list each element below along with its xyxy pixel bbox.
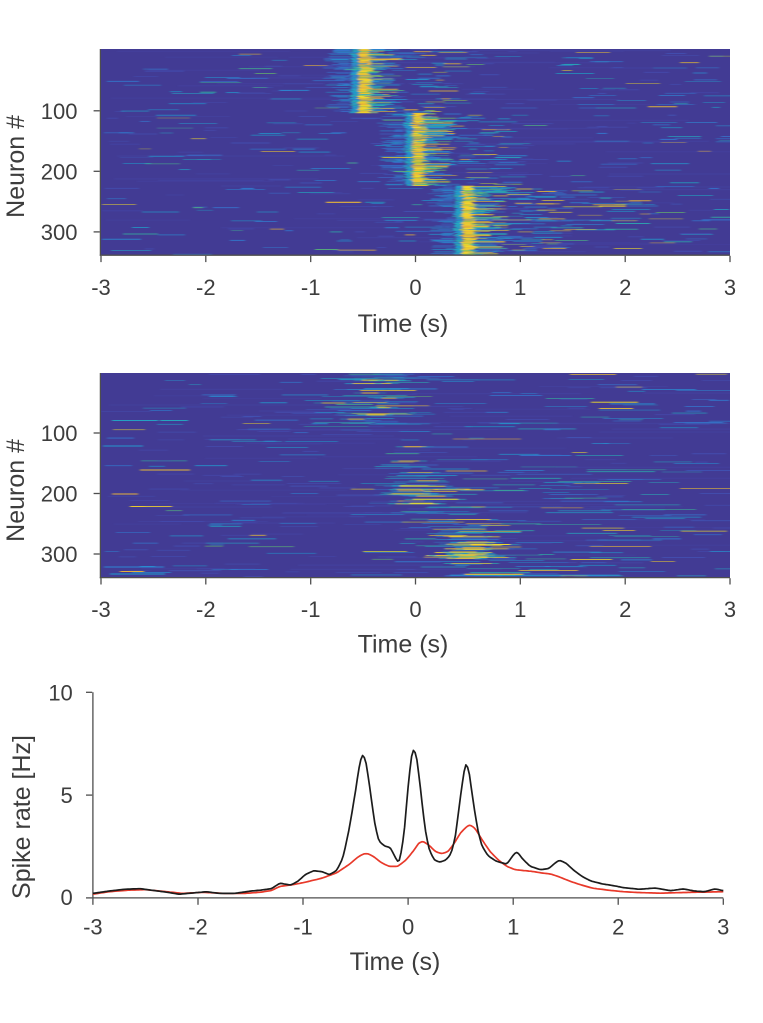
svg-text:2: 2 xyxy=(619,597,631,622)
svg-text:10: 10 xyxy=(48,680,72,705)
svg-text:3: 3 xyxy=(724,597,736,622)
svg-text:3: 3 xyxy=(717,915,729,940)
svg-text:0: 0 xyxy=(409,597,421,622)
svg-text:1: 1 xyxy=(514,275,526,300)
svg-text:200: 200 xyxy=(41,482,78,507)
svg-text:1: 1 xyxy=(507,915,519,940)
svg-text:0: 0 xyxy=(402,915,414,940)
svg-text:Spike rate [Hz]: Spike rate [Hz] xyxy=(8,735,36,899)
svg-text:0: 0 xyxy=(409,275,421,300)
svg-text:100: 100 xyxy=(41,421,78,446)
svg-text:-3: -3 xyxy=(83,915,103,940)
svg-text:-1: -1 xyxy=(301,275,321,300)
svg-text:-1: -1 xyxy=(301,597,321,622)
svg-text:2: 2 xyxy=(619,275,631,300)
svg-text:300: 300 xyxy=(41,220,78,245)
svg-text:Time (s): Time (s) xyxy=(350,948,441,976)
svg-text:-1: -1 xyxy=(293,915,313,940)
svg-text:1: 1 xyxy=(514,597,526,622)
svg-text:100: 100 xyxy=(41,99,78,124)
svg-text:5: 5 xyxy=(61,783,73,808)
svg-text:Neuron #: Neuron # xyxy=(2,115,30,218)
svg-text:2: 2 xyxy=(612,915,624,940)
svg-text:300: 300 xyxy=(41,542,78,567)
svg-text:200: 200 xyxy=(41,159,78,184)
svg-text:3: 3 xyxy=(724,275,736,300)
svg-text:Time (s): Time (s) xyxy=(358,631,449,659)
svg-text:0: 0 xyxy=(61,885,73,910)
svg-text:-2: -2 xyxy=(188,915,208,940)
svg-text:-2: -2 xyxy=(196,275,216,300)
svg-text:-2: -2 xyxy=(196,597,216,622)
svg-text:-3: -3 xyxy=(91,597,111,622)
svg-text:-3: -3 xyxy=(91,275,111,300)
svg-text:Neuron #: Neuron # xyxy=(2,439,30,542)
svg-text:Time (s): Time (s) xyxy=(358,310,449,338)
